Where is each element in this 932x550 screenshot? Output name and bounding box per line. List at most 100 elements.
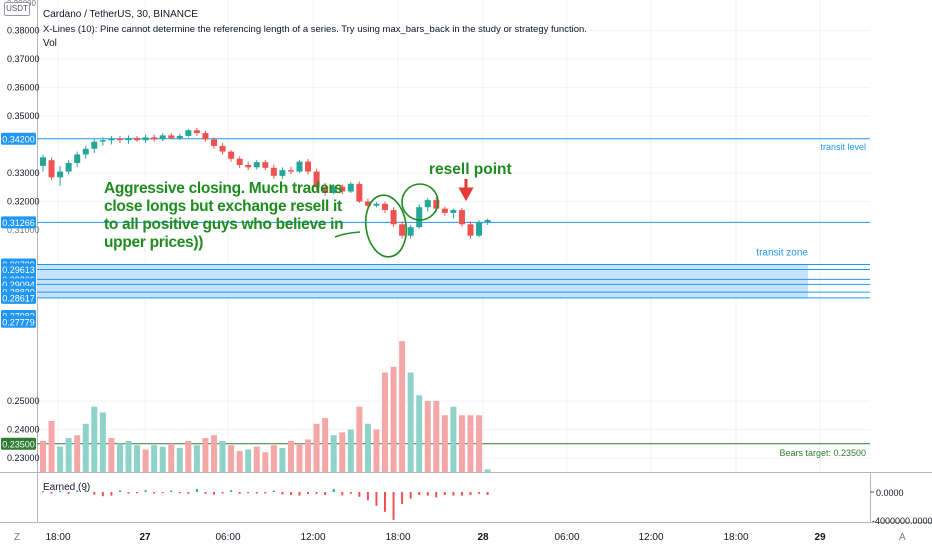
volume-bar (159, 446, 166, 472)
candle-body (313, 171, 320, 188)
time-tick: 18:00 (385, 532, 410, 543)
earned-bar (76, 490, 79, 492)
candle-body (99, 140, 106, 142)
volume-bar (382, 372, 388, 472)
volume-bar (450, 406, 457, 472)
price-badge (1, 315, 36, 328)
time-tick: 28 (477, 532, 489, 543)
volume-bar (467, 415, 474, 472)
volume-bar (176, 448, 183, 472)
earned-bar (272, 490, 275, 492)
candle-body (373, 203, 380, 206)
time-axis[interactable]: 18:00 27 06:00 12:00 18:00 28 06:00 12:00 18:00 2… (45, 532, 826, 543)
volume-bar (364, 423, 371, 472)
candle-body (193, 130, 200, 134)
candle-body (347, 183, 354, 192)
volume-bar (228, 445, 235, 472)
note-line: Aggressive closing. Much traders (104, 180, 342, 197)
candle-body (116, 138, 123, 141)
earned-bar (195, 489, 198, 492)
price-tick: 0.35000 (7, 111, 40, 121)
volume-bar (322, 418, 329, 472)
candle-body (433, 200, 440, 209)
earned-bar (93, 492, 96, 495)
volume-legend[interactable]: Vol (43, 38, 57, 49)
earned-bar (452, 492, 455, 496)
candle-body (48, 160, 55, 178)
candle-body (185, 130, 192, 136)
volume-bar (347, 429, 354, 472)
earned-bar (384, 492, 386, 512)
earned-bar (67, 492, 70, 494)
earned-bar (486, 492, 489, 495)
earned-bar (42, 491, 44, 493)
price-tick: 0.36000 (7, 83, 40, 93)
resell-point-label: resell point (429, 161, 512, 178)
price-badge (1, 437, 36, 450)
volume-bar (211, 435, 217, 472)
earned-bar (418, 492, 421, 495)
volume-bar (390, 366, 397, 472)
earned-bar (409, 492, 412, 499)
grid-lines (0, 0, 932, 523)
volume-bar (245, 449, 252, 472)
volume-bar (424, 401, 431, 472)
candle-body (279, 170, 286, 176)
auto-scale-button[interactable]: A (899, 532, 906, 543)
candle-body (441, 208, 448, 213)
volume-bar (330, 435, 337, 472)
symbol-title[interactable]: Cardano / TetherUS, 30, BINANCE (43, 9, 198, 20)
candle-body (82, 148, 89, 155)
volume-bar (356, 406, 363, 472)
price-axis[interactable]: 0.38000 0.37000 0.36000 0.35000 0.33000 0.320… (1, 0, 40, 463)
candle-body (356, 183, 363, 202)
pointer-stroke (334, 231, 361, 238)
earned-bar (118, 490, 121, 492)
earned-bar (349, 492, 352, 494)
volume-bar (134, 445, 141, 472)
candle-body (467, 224, 474, 236)
earned-bar (161, 492, 164, 494)
price-badge-text: 0.34200 (2, 134, 35, 144)
earned-tick-zero: 0.0000 (876, 488, 904, 498)
time-tick: 12:00 (300, 532, 325, 543)
volume-bar (441, 415, 448, 472)
volume-bar (108, 438, 115, 472)
earned-bar (460, 492, 463, 496)
earned-bar (59, 490, 62, 492)
volume-bar (185, 440, 192, 472)
earned-bar (392, 492, 395, 520)
price-tick: 0.23000 (7, 453, 40, 463)
volume-bar (82, 423, 89, 472)
axis-unit-button[interactable]: USDT (4, 2, 30, 16)
note-line: close longs but exchange resell it (104, 198, 342, 215)
volume-bar (458, 415, 465, 472)
candle-body (74, 154, 81, 164)
earned-bar (101, 492, 104, 497)
zoom-corner-button[interactable]: Z (14, 532, 21, 543)
candle-body (134, 137, 141, 141)
price-badge (1, 263, 36, 276)
candle-body (382, 203, 388, 211)
candle-body (211, 139, 217, 146)
candle-body (168, 135, 175, 139)
volume-bar (279, 448, 286, 472)
candle-body (202, 133, 209, 140)
earned-bar (324, 492, 327, 495)
earned-bar (443, 492, 446, 495)
volume-bar (313, 423, 320, 472)
candle-body (476, 222, 483, 236)
time-tick: 06:00 (554, 532, 579, 543)
candle-body (364, 201, 371, 206)
candle-body (424, 200, 431, 208)
earned-bar (307, 492, 310, 495)
candle-body (484, 220, 491, 223)
candle-body (287, 170, 294, 172)
candle-body (339, 186, 346, 192)
price-badge-text: 0.23500 (2, 439, 35, 449)
earned-bar (230, 490, 233, 492)
candle-body (65, 163, 72, 172)
earned-bar (358, 492, 361, 497)
